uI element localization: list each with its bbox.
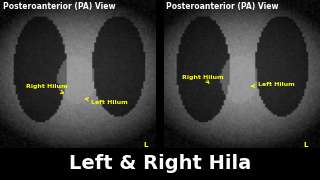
Text: Posteroanterior (PA) View: Posteroanterior (PA) View <box>166 2 279 11</box>
FancyBboxPatch shape <box>0 148 320 180</box>
FancyBboxPatch shape <box>156 0 164 148</box>
Text: Right Hilum: Right Hilum <box>182 75 224 83</box>
Text: Right Hilum: Right Hilum <box>26 84 67 93</box>
Text: L: L <box>303 142 308 148</box>
Text: Posteroanterior (PA) View: Posteroanterior (PA) View <box>3 2 116 11</box>
Text: Left Hilum: Left Hilum <box>85 98 128 105</box>
Text: L: L <box>143 142 148 148</box>
Text: Left Hilum: Left Hilum <box>252 82 294 87</box>
Text: Left & Right Hila: Left & Right Hila <box>69 154 251 173</box>
